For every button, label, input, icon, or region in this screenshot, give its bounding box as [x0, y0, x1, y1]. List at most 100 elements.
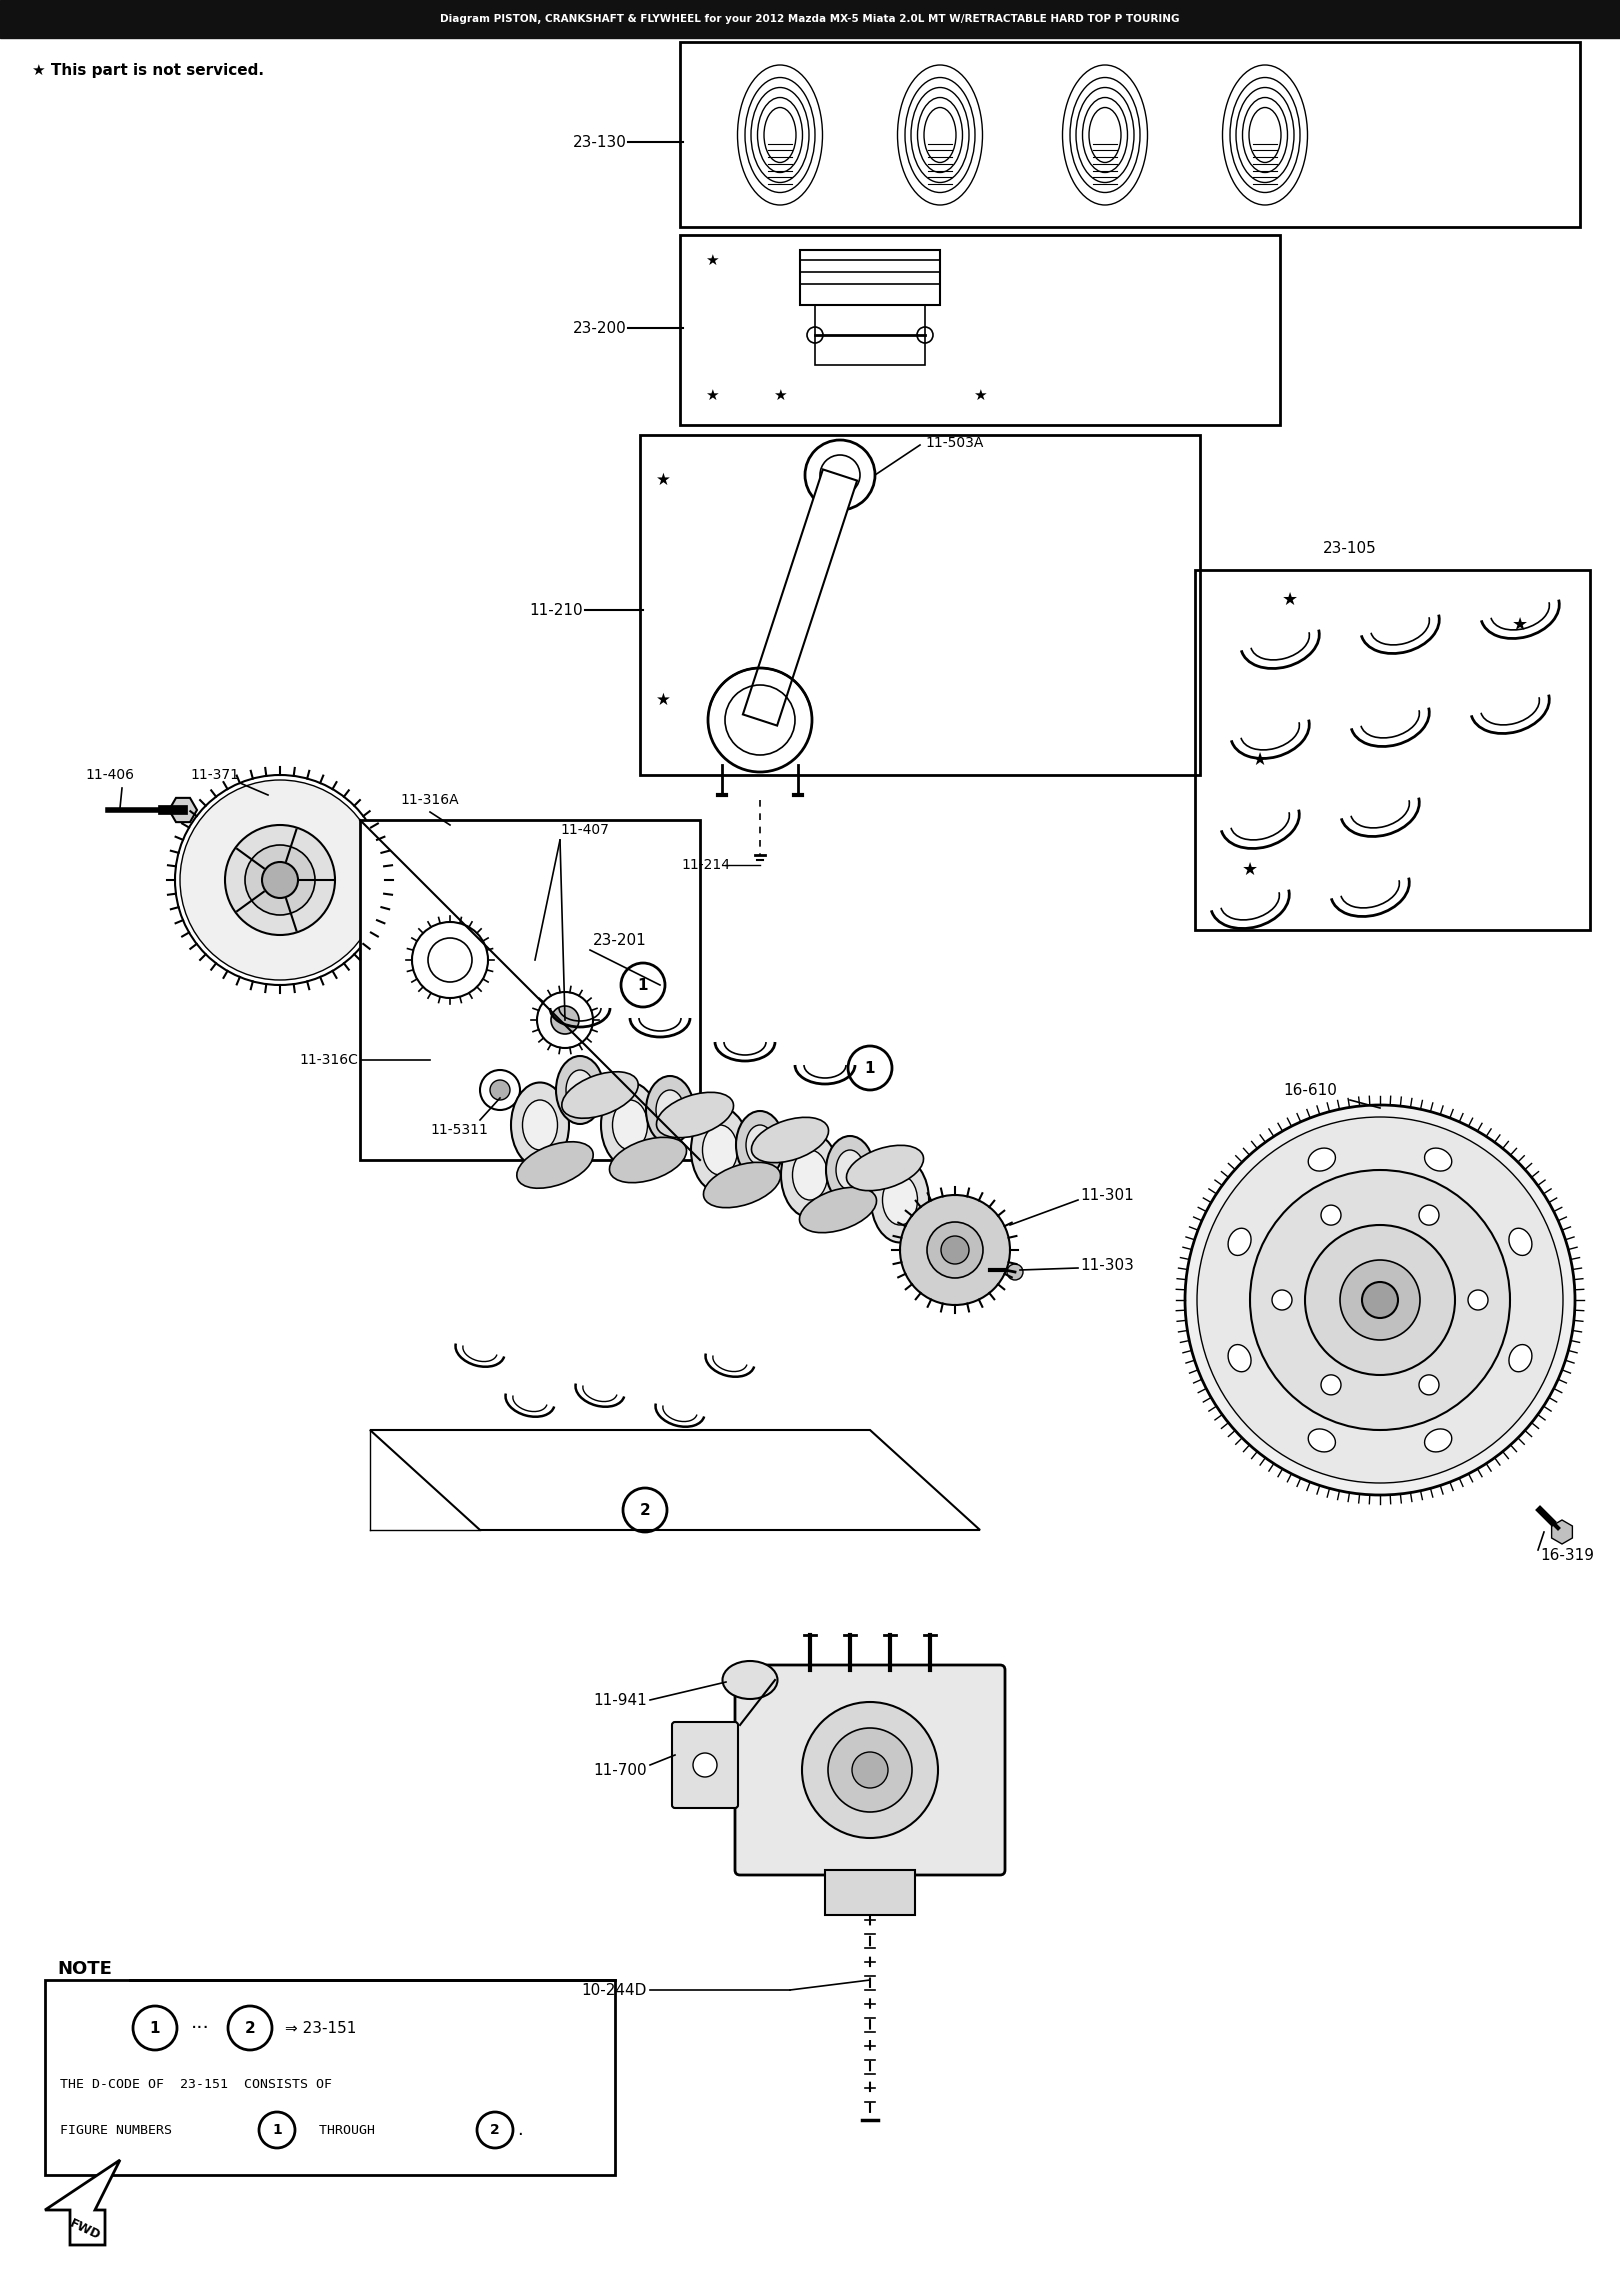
Bar [800, 250, 940, 305]
Text: 1: 1 [865, 1061, 875, 1077]
Bar [815, 305, 925, 364]
Ellipse shape [1424, 1429, 1452, 1452]
Bar [680, 234, 1280, 426]
Ellipse shape [735, 1111, 784, 1179]
Ellipse shape [646, 1077, 693, 1145]
Text: ···: ··· [191, 2019, 209, 2037]
Circle shape [225, 824, 335, 935]
Bar [680, 41, 1580, 228]
Ellipse shape [656, 1090, 684, 1129]
Ellipse shape [1228, 1345, 1251, 1372]
Circle shape [1340, 1261, 1421, 1341]
Ellipse shape [781, 1133, 839, 1218]
Ellipse shape [612, 1099, 648, 1149]
Text: ⇒ 23-151: ⇒ 23-151 [285, 2021, 356, 2035]
Text: THE D-CODE OF  23-151  CONSISTS OF: THE D-CODE OF 23-151 CONSISTS OF [60, 2078, 332, 2092]
Text: 1: 1 [149, 2021, 160, 2035]
Ellipse shape [601, 1083, 659, 1168]
Ellipse shape [1309, 1429, 1335, 1452]
Circle shape [1251, 1170, 1510, 1429]
Circle shape [693, 1753, 718, 1778]
Circle shape [1320, 1375, 1341, 1395]
Ellipse shape [556, 1056, 604, 1124]
Ellipse shape [883, 1174, 917, 1224]
Circle shape [852, 1753, 888, 1789]
Circle shape [941, 1236, 969, 1263]
Ellipse shape [609, 1138, 687, 1184]
Text: ★: ★ [656, 471, 671, 489]
Text: 1: 1 [272, 2124, 282, 2137]
Text: NOTE: NOTE [57, 1960, 112, 1978]
Ellipse shape [745, 1124, 774, 1165]
Circle shape [180, 781, 381, 981]
Text: 10-244D: 10-244D [582, 1982, 646, 1998]
Bar [45, 1980, 616, 2176]
Text: THROUGH: THROUGH [303, 2124, 390, 2137]
Text: ★: ★ [1243, 860, 1259, 879]
Bar [0, 0, 1620, 39]
Text: FWD: FWD [68, 2217, 102, 2242]
Text: FIGURE NUMBERS: FIGURE NUMBERS [60, 2124, 188, 2137]
Text: 11-210: 11-210 [530, 603, 583, 617]
Ellipse shape [826, 1136, 875, 1204]
Text: 2: 2 [640, 1502, 650, 1518]
Circle shape [802, 1702, 938, 1839]
Text: ★: ★ [1511, 617, 1528, 635]
Text: 23-105: 23-105 [1324, 539, 1377, 555]
Text: 23-130: 23-130 [573, 134, 627, 150]
Polygon shape [744, 469, 857, 726]
Ellipse shape [1508, 1345, 1533, 1372]
Polygon shape [168, 799, 198, 822]
Text: 11-700: 11-700 [593, 1762, 646, 1778]
Text: ★: ★ [773, 387, 787, 403]
Text: 16-319: 16-319 [1541, 1548, 1594, 1564]
Bar [825, 1871, 915, 1914]
Ellipse shape [692, 1108, 748, 1193]
Text: ★: ★ [705, 253, 719, 269]
Circle shape [1184, 1106, 1575, 1495]
Ellipse shape [1508, 1229, 1533, 1256]
Circle shape [262, 863, 298, 899]
Text: 11-371: 11-371 [191, 767, 240, 783]
Text: ★: ★ [974, 387, 987, 403]
Text: 11-406: 11-406 [84, 767, 134, 783]
Text: ★: ★ [705, 387, 719, 403]
Ellipse shape [1309, 1147, 1335, 1172]
Text: 23-201: 23-201 [593, 933, 646, 947]
Ellipse shape [872, 1158, 928, 1243]
Bar [640, 435, 1200, 776]
Text: Diagram PISTON, CRANKSHAFT & FLYWHEEL for your 2012 Mazda MX-5 Miata 2.0L MT W/R: Diagram PISTON, CRANKSHAFT & FLYWHEEL fo… [441, 14, 1179, 25]
Circle shape [489, 1081, 510, 1099]
Text: 11-214: 11-214 [680, 858, 731, 872]
Ellipse shape [752, 1118, 828, 1163]
Circle shape [1008, 1263, 1022, 1279]
Ellipse shape [792, 1149, 828, 1199]
Circle shape [1320, 1204, 1341, 1224]
Ellipse shape [510, 1083, 569, 1168]
Text: 11-316C: 11-316C [300, 1054, 358, 1067]
Text: 11-301: 11-301 [1081, 1188, 1134, 1202]
Text: ★: ★ [1252, 751, 1268, 769]
Circle shape [1197, 1118, 1563, 1484]
Text: 16-610: 16-610 [1283, 1083, 1336, 1097]
Circle shape [901, 1195, 1009, 1304]
Text: 2: 2 [245, 2021, 256, 2035]
Circle shape [245, 844, 314, 915]
Circle shape [551, 1006, 578, 1033]
Text: 11-303: 11-303 [1081, 1259, 1134, 1272]
FancyBboxPatch shape [672, 1723, 739, 1807]
Polygon shape [45, 2160, 120, 2244]
Ellipse shape [799, 1188, 876, 1234]
Text: 2: 2 [491, 2124, 501, 2137]
Text: ★ This part is not serviced.: ★ This part is not serviced. [32, 61, 264, 77]
Ellipse shape [656, 1092, 734, 1138]
Text: ★: ★ [1281, 592, 1298, 610]
Ellipse shape [703, 1163, 781, 1209]
Ellipse shape [1424, 1147, 1452, 1172]
Circle shape [1419, 1375, 1439, 1395]
Circle shape [927, 1222, 983, 1279]
Circle shape [1272, 1290, 1293, 1311]
Bar [1196, 569, 1589, 931]
Ellipse shape [523, 1099, 557, 1149]
Circle shape [1362, 1281, 1398, 1318]
